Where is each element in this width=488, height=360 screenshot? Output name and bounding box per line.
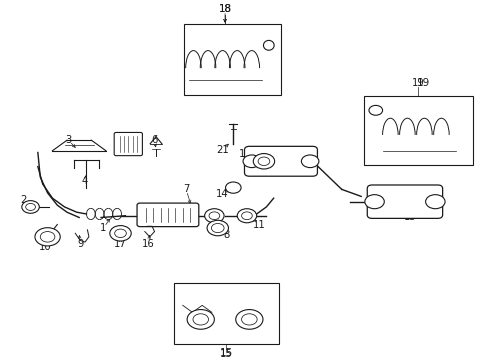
Circle shape	[241, 314, 257, 325]
Circle shape	[115, 229, 126, 238]
Text: 21: 21	[216, 145, 228, 155]
Circle shape	[26, 203, 35, 211]
Text: 15: 15	[219, 348, 232, 358]
Text: 10: 10	[39, 242, 51, 252]
Circle shape	[208, 212, 219, 220]
Text: 6: 6	[151, 135, 158, 145]
Text: 14: 14	[216, 189, 228, 199]
Circle shape	[235, 310, 263, 329]
Text: 8: 8	[223, 230, 229, 240]
FancyBboxPatch shape	[366, 185, 442, 219]
Ellipse shape	[263, 40, 274, 50]
Circle shape	[241, 212, 252, 220]
Circle shape	[206, 220, 228, 236]
Circle shape	[368, 105, 382, 115]
Circle shape	[364, 195, 384, 209]
Text: 11: 11	[252, 220, 265, 230]
Bar	[183, 24, 281, 95]
Circle shape	[22, 201, 39, 213]
Circle shape	[301, 155, 318, 168]
Text: 2: 2	[20, 195, 26, 205]
Text: 17: 17	[114, 239, 126, 249]
Text: 20: 20	[422, 112, 435, 122]
Circle shape	[237, 209, 256, 223]
Circle shape	[193, 314, 208, 325]
Text: 1: 1	[100, 223, 106, 233]
Circle shape	[35, 228, 60, 246]
Circle shape	[258, 157, 269, 166]
Circle shape	[204, 209, 224, 223]
Text: 18: 18	[218, 4, 231, 14]
Text: 4: 4	[81, 176, 88, 186]
Circle shape	[211, 224, 224, 233]
Text: 15: 15	[220, 349, 232, 359]
Circle shape	[225, 182, 241, 193]
Text: 7: 7	[183, 184, 189, 194]
Circle shape	[253, 154, 274, 169]
FancyBboxPatch shape	[244, 146, 317, 176]
Circle shape	[243, 155, 260, 168]
Circle shape	[110, 226, 131, 241]
Bar	[174, 283, 278, 344]
Text: 3: 3	[65, 135, 71, 145]
FancyBboxPatch shape	[137, 203, 199, 227]
Text: 5: 5	[123, 135, 130, 145]
FancyBboxPatch shape	[114, 132, 142, 156]
Bar	[363, 96, 472, 165]
Text: 19: 19	[411, 78, 424, 88]
Text: 12: 12	[239, 149, 251, 159]
Circle shape	[40, 231, 55, 242]
Circle shape	[425, 195, 444, 209]
Text: 18: 18	[218, 4, 231, 14]
Text: 16: 16	[142, 239, 155, 249]
Text: 13: 13	[403, 212, 415, 222]
Text: 9: 9	[77, 239, 83, 249]
Text: 19: 19	[416, 78, 429, 88]
Circle shape	[187, 310, 214, 329]
